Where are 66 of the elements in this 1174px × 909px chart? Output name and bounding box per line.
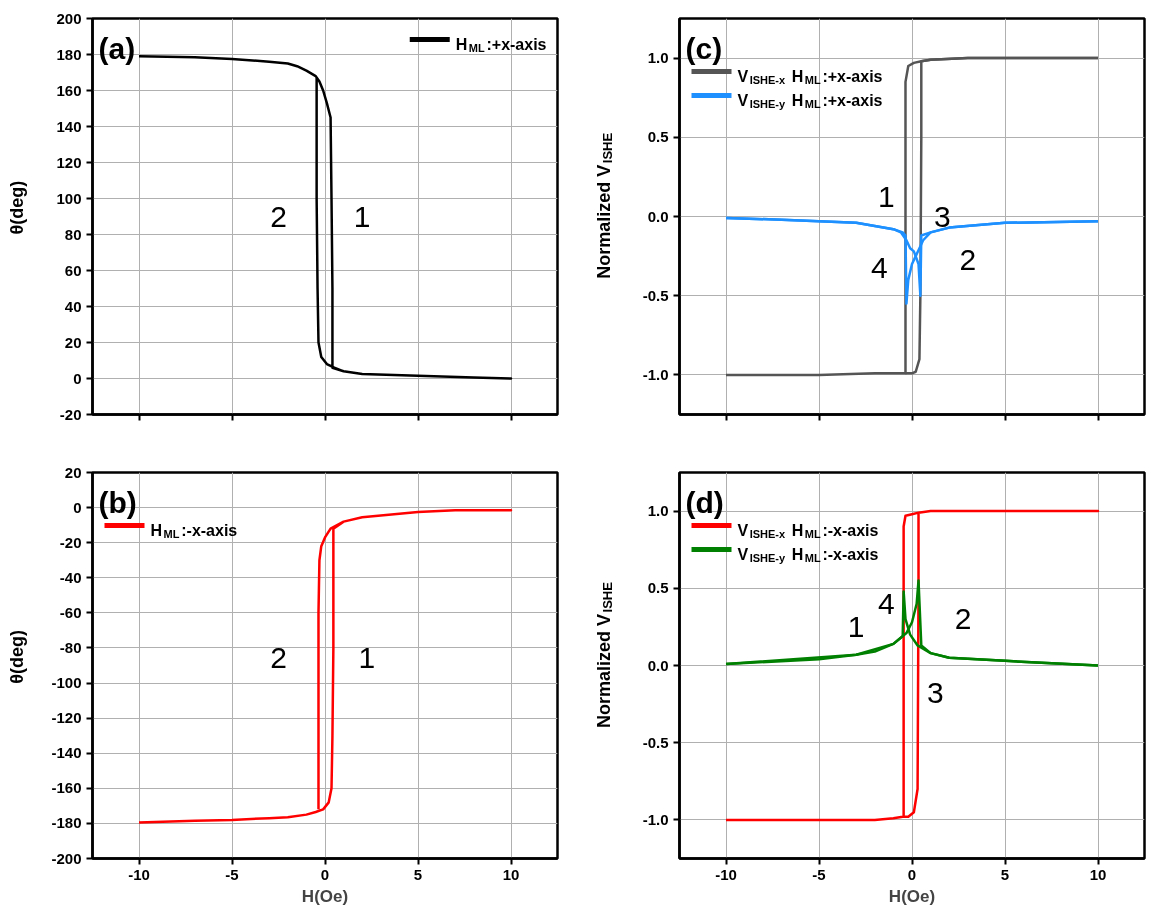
x-tick-label: -5 [812,865,826,883]
y-axis-title: θ(deg) [7,630,27,684]
annotation: (a) [98,32,136,65]
y-tick-label: 0.0 [647,207,669,225]
y-tick-label: 0.5 [647,128,669,146]
x-tick-label: -5 [225,865,239,883]
annotation: 1 [353,199,371,233]
annotation: (b) [98,486,137,519]
annotation: 1 [847,609,865,643]
y-tick-label: 100 [56,189,82,207]
annotation: 2 [954,602,972,636]
x-axis-title: H(Oe) [888,886,936,906]
y-tick-label: 1.0 [647,502,669,520]
y-tick-label: 0.0 [647,656,669,674]
y-tick-label: 180 [56,45,82,63]
y-tick-label: 20 [64,333,82,351]
y-axis-title: Normalized VISHE [594,132,616,279]
x-tick-label: 5 [1000,865,1010,883]
annotation: (c) [685,32,723,65]
annotation: 4 [878,586,895,620]
x-tick-label: -10 [128,865,150,883]
y-tick-label: -200 [51,849,82,867]
x-tick-label: 10 [502,865,520,883]
x-tick-label: 0 [320,865,330,883]
x-tick-label: 10 [1089,865,1107,883]
y-tick-label: 0 [73,369,82,387]
annotation: 3 [933,199,951,233]
x-tick-label: -10 [715,865,737,883]
y-axis-title: θ(deg) [7,180,27,235]
y-tick-label: 0 [73,498,82,516]
y-tick-label: -180 [51,814,82,832]
y-tick-label: 80 [64,225,82,243]
y-tick-label: -40 [59,568,82,586]
y-axis-title: Normalized VISHE [594,581,616,728]
x-tick-label: 0 [907,865,917,883]
y-tick-label: -1.0 [642,365,669,383]
annotation: 2 [270,640,287,674]
annotation: 1 [878,179,895,213]
y-tick-label: 60 [64,261,82,279]
y-tick-label: 20 [64,463,82,481]
y-tick-label: 160 [56,81,82,99]
x-tick-label: 5 [413,865,423,883]
y-tick-label: -100 [51,674,82,692]
y-tick-label: -1.0 [642,810,669,828]
y-tick-label: -20 [59,533,82,551]
y-tick-label: 120 [56,153,82,171]
y-tick-label: 140 [56,117,82,135]
annotation: 2 [959,243,977,277]
y-tick-label: -0.5 [642,733,669,751]
annotation: (d) [685,486,724,519]
y-tick-label: -0.5 [642,286,669,304]
y-tick-label: 1.0 [647,49,669,67]
annotation: 3 [926,675,944,709]
y-tick-label: -120 [51,709,82,727]
annotation: 4 [871,250,888,284]
x-axis-title: H(Oe) [301,886,349,906]
y-tick-label: -20 [59,405,82,423]
y-tick-label: 40 [64,297,82,315]
y-tick-label: 200 [56,9,82,27]
y-tick-label: 0.5 [647,579,669,597]
y-tick-label: -160 [51,779,82,797]
y-tick-label: -80 [59,638,82,656]
annotation: 1 [358,640,376,674]
y-tick-label: -60 [59,603,82,621]
y-tick-label: -140 [51,744,82,762]
annotation: 2 [270,199,287,233]
